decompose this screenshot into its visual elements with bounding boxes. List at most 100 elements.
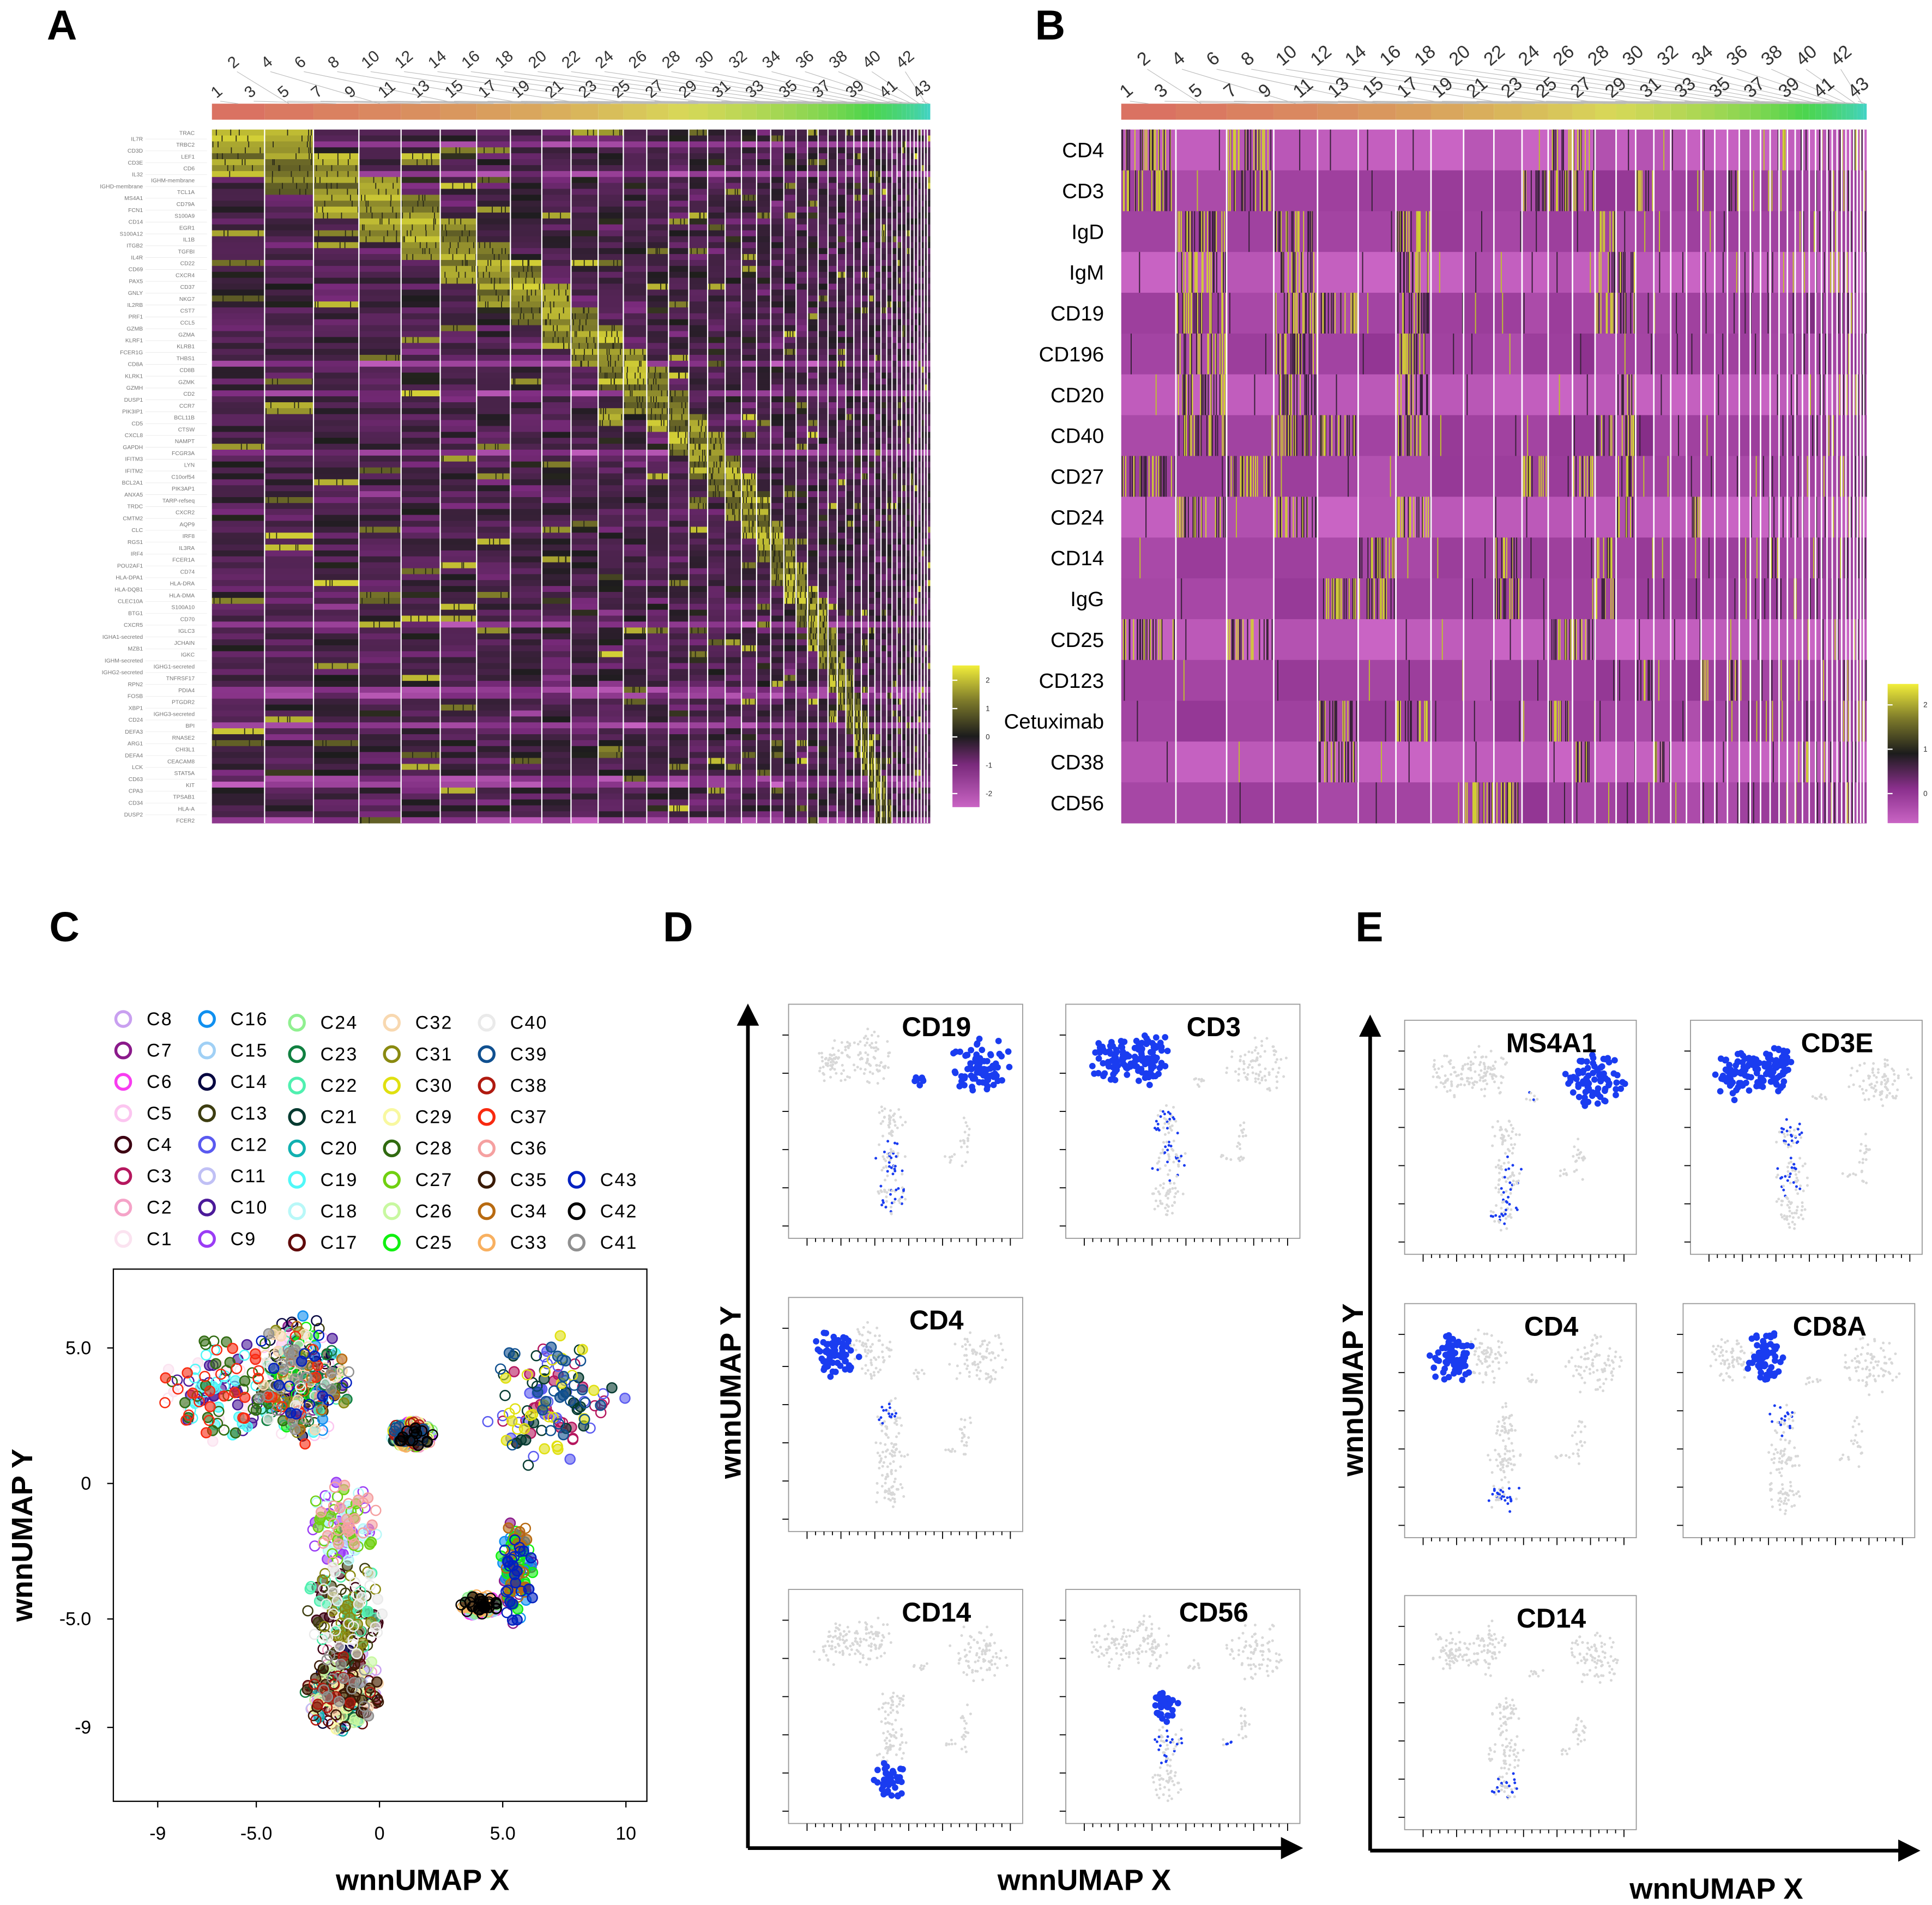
gene-label: CD6 <box>183 166 195 172</box>
heatmap-cell <box>902 259 907 267</box>
heatmap-cell <box>796 414 808 421</box>
heatmap-cell <box>892 207 897 213</box>
heatmap-cell <box>541 343 571 349</box>
heatmap-cell <box>440 592 477 598</box>
heatmap-stripe <box>793 349 794 355</box>
heatmap-cell <box>598 390 624 397</box>
heatmap-cell <box>897 455 902 462</box>
heatmap-cell <box>313 277 359 284</box>
heatmap-cell <box>313 307 359 314</box>
heatmap-stripe <box>878 354 879 361</box>
heatmap-cell <box>264 402 314 409</box>
heatmap-cell <box>770 497 784 504</box>
heatmap-stripe <box>772 539 774 545</box>
heatmap-stripe <box>269 533 270 539</box>
heatmap-cell <box>571 545 599 551</box>
heatmap-stripe <box>443 455 444 462</box>
heatmap-cell <box>892 265 897 273</box>
heatmap-stripe <box>779 521 781 527</box>
heatmap-cell <box>902 230 907 237</box>
heatmap-stripe <box>898 301 900 308</box>
heatmap-cell <box>598 491 624 498</box>
heatmap-cell <box>902 562 907 569</box>
heatmap-stripe <box>388 218 390 225</box>
heatmap-stripe <box>778 533 780 539</box>
heatmap-cell <box>783 485 796 492</box>
heatmap-cell <box>874 515 882 521</box>
heatmap-cell <box>886 592 892 598</box>
heatmap-cell <box>861 366 868 373</box>
heatmap-cell <box>914 271 918 279</box>
heatmap-cell <box>647 438 669 444</box>
heatmap-stripe <box>760 497 762 504</box>
heatmap-cell <box>689 325 708 331</box>
heatmap-cell <box>897 533 902 539</box>
heatmap-stripe <box>879 354 881 361</box>
heatmap-cell <box>212 165 265 172</box>
heatmap-stripe <box>521 307 522 314</box>
heatmap-cell <box>598 586 624 592</box>
heatmap-cell <box>874 390 882 397</box>
heatmap-cell <box>647 271 669 279</box>
heatmap-cell <box>902 265 907 273</box>
heatmap-cell <box>510 289 542 296</box>
heatmap-cell <box>892 491 897 498</box>
heatmap-cell <box>264 586 314 592</box>
heatmap-cell <box>881 331 887 337</box>
heatmap-cell <box>914 372 918 379</box>
heatmap-cell <box>770 539 784 545</box>
heatmap-cell <box>910 503 914 510</box>
heatmap-stripe <box>904 485 905 492</box>
heatmap-cell <box>541 574 571 580</box>
heatmap-cell <box>264 177 314 184</box>
heatmap-cell <box>921 307 925 314</box>
heatmap-cell <box>796 550 808 557</box>
heatmap-stripe <box>553 325 554 331</box>
heatmap-cell <box>440 461 477 468</box>
heatmap-cell <box>598 550 624 557</box>
heatmap-cell <box>924 556 928 563</box>
heatmap-cell <box>924 230 928 237</box>
heatmap-cell <box>623 515 647 521</box>
heatmap-cell <box>571 301 599 308</box>
heatmap-cell <box>846 473 854 480</box>
heatmap-cell <box>571 580 599 586</box>
heatmap-cell <box>902 171 907 178</box>
heatmap-stripe <box>796 580 798 586</box>
gene-label: BTG1 <box>128 610 143 616</box>
heatmap-cell <box>770 473 784 480</box>
cluster-label: 12 <box>391 47 416 72</box>
heatmap-stripe <box>693 497 695 504</box>
heatmap-cell <box>541 521 571 527</box>
heatmap-cell <box>828 295 837 302</box>
heatmap-cell <box>668 319 689 326</box>
heatmap-cell <box>541 568 571 574</box>
heatmap-stripe <box>277 497 278 504</box>
heatmap-stripe <box>482 271 484 279</box>
heatmap-cell <box>359 165 401 172</box>
heatmap-stripe <box>630 390 631 397</box>
heatmap-stripe <box>852 414 853 421</box>
heatmap-cell <box>623 503 647 510</box>
heatmap-cell <box>401 485 440 492</box>
heatmap-stripe <box>746 533 747 539</box>
heatmap-cell <box>264 580 314 586</box>
heatmap-stripe <box>642 349 644 355</box>
heatmap-cell <box>818 384 828 391</box>
heatmap-cell <box>927 461 931 468</box>
heatmap-cell <box>623 212 647 219</box>
heatmap-cell <box>212 349 265 355</box>
heatmap-cell <box>818 307 828 314</box>
heatmap-cell <box>807 354 818 361</box>
heatmap-cell <box>598 147 624 154</box>
heatmap-cell <box>927 325 931 331</box>
heatmap-cell <box>359 438 401 444</box>
heatmap-cell <box>668 129 689 136</box>
cluster-label: 2 <box>224 53 243 72</box>
heatmap-cell <box>541 503 571 510</box>
cluster-label: 24 <box>591 47 617 72</box>
heatmap-cell <box>212 248 265 255</box>
heatmap-cell <box>902 301 907 308</box>
heatmap-cell <box>914 319 918 326</box>
heatmap-stripe <box>496 289 497 296</box>
